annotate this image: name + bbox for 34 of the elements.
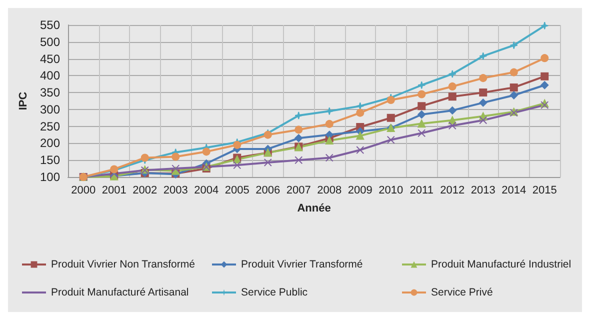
y-tick-label: 150	[40, 153, 60, 168]
x-tick-label: 2005	[224, 184, 250, 196]
x-tick-label: 2000	[71, 184, 96, 196]
x-tick-label: 2007	[286, 184, 311, 196]
legend-label: Produit Manufacturé Industriel	[431, 258, 572, 270]
x-tick-label: 2004	[194, 184, 219, 196]
y-tick-label: 550	[40, 18, 60, 32]
x-tick-label: 2003	[163, 184, 188, 196]
x-tick-label: 2006	[256, 184, 280, 196]
x-tick-label: 2013	[470, 184, 496, 196]
x-tick-label: 2011	[410, 184, 434, 196]
legend-label: Service Privé	[431, 286, 494, 298]
x-tick-label: 2008	[317, 184, 342, 196]
y-tick-label: 400	[40, 68, 60, 83]
x-tick-label: 2001	[102, 184, 126, 196]
legend-label: Produit Manufacturé Artisanal	[51, 286, 189, 298]
x-tick-label: 2010	[378, 184, 404, 196]
x-tick-label: 2002	[132, 184, 158, 196]
legend-label: Produit Vivrier Non Transformé	[51, 258, 196, 270]
y-tick-label: 450	[40, 52, 60, 66]
legend-label: Service Public	[241, 286, 308, 298]
legend-label: Produit Vivrier Transformé	[241, 258, 363, 270]
y-tick-label: 300	[40, 102, 60, 116]
x-tick-label: 2015	[532, 184, 557, 196]
y-tick-label: 100	[40, 170, 60, 184]
x-tick-label: 2014	[502, 184, 526, 196]
y-tick-label: 250	[40, 119, 60, 134]
y-axis-title: IPC	[18, 92, 30, 110]
x-tick-label: 2012	[440, 184, 465, 196]
y-tick-label: 200	[40, 136, 60, 150]
y-tick-label: 350	[40, 86, 60, 100]
y-tick-label: 500	[40, 34, 60, 49]
x-tick-label: 2009	[348, 184, 372, 196]
x-axis-title: Année	[297, 202, 331, 214]
